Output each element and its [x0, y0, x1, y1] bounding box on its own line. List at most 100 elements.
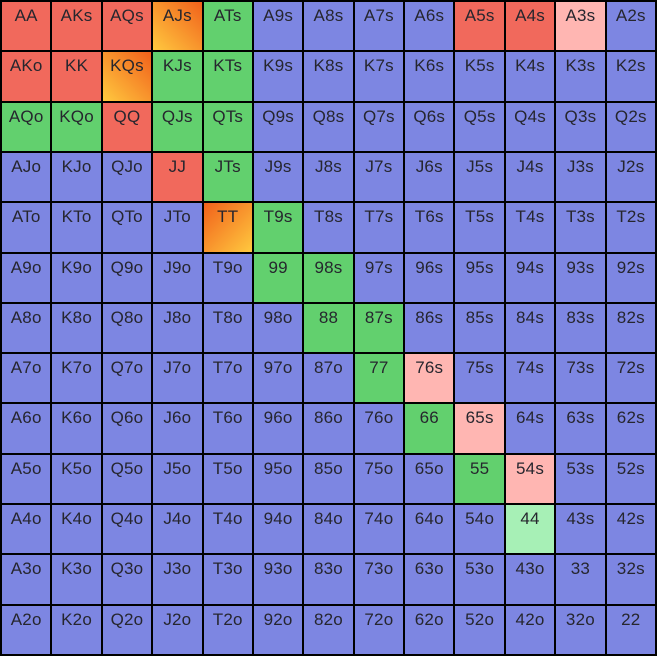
hand-cell-42s[interactable]: 42s — [606, 505, 655, 554]
hand-cell-T9o[interactable]: T9o — [203, 253, 252, 302]
hand-cell-Q5s[interactable]: Q5s — [455, 102, 504, 151]
hand-cell-66[interactable]: 66 — [405, 404, 454, 453]
hand-cell-77[interactable]: 77 — [354, 354, 404, 403]
hand-cell-QTo[interactable]: QTo — [102, 203, 152, 252]
hand-cell-Q3o[interactable]: Q3o — [102, 555, 152, 604]
hand-cell-K8o[interactable]: K8o — [52, 303, 101, 353]
hand-cell-T4s[interactable]: T4s — [505, 203, 555, 252]
hand-cell-T3s[interactable]: T3s — [556, 203, 605, 252]
hand-cell-Q7o[interactable]: Q7o — [102, 354, 152, 403]
hand-cell-92o[interactable]: 92o — [253, 605, 303, 654]
hand-cell-99[interactable]: 99 — [253, 253, 303, 302]
hand-cell-T8o[interactable]: T8o — [203, 303, 252, 353]
hand-cell-Q4s[interactable]: Q4s — [505, 102, 555, 151]
hand-cell-A7s[interactable]: A7s — [354, 2, 404, 51]
hand-cell-TT[interactable]: TT — [203, 203, 252, 252]
hand-cell-T4o[interactable]: T4o — [203, 505, 252, 554]
hand-cell-J3o[interactable]: J3o — [153, 555, 202, 604]
hand-cell-K9o[interactable]: K9o — [52, 253, 101, 302]
hand-cell-96o[interactable]: 96o — [253, 404, 303, 453]
hand-cell-76o[interactable]: 76o — [354, 404, 404, 453]
hand-cell-A3s[interactable]: A3s — [556, 2, 605, 51]
hand-cell-K6o[interactable]: K6o — [52, 404, 101, 453]
hand-cell-A6s[interactable]: A6s — [405, 2, 454, 51]
hand-cell-83o[interactable]: 83o — [304, 555, 353, 604]
hand-cell-84o[interactable]: 84o — [304, 505, 353, 554]
hand-cell-Q6s[interactable]: Q6s — [405, 102, 454, 151]
hand-cell-T2s[interactable]: T2s — [606, 203, 655, 252]
hand-cell-J6o[interactable]: J6o — [153, 404, 202, 453]
hand-cell-94s[interactable]: 94s — [505, 253, 555, 302]
hand-cell-KK[interactable]: KK — [52, 52, 101, 101]
hand-cell-K8s[interactable]: K8s — [304, 52, 353, 101]
hand-cell-K2s[interactable]: K2s — [606, 52, 655, 101]
hand-cell-A2o[interactable]: A2o — [2, 605, 51, 654]
hand-cell-63o[interactable]: 63o — [405, 555, 454, 604]
hand-cell-AKs[interactable]: AKs — [52, 2, 101, 51]
hand-cell-AJo[interactable]: AJo — [2, 152, 51, 202]
hand-cell-A4s[interactable]: A4s — [505, 2, 555, 51]
hand-cell-K7o[interactable]: K7o — [52, 354, 101, 403]
hand-cell-T6o[interactable]: T6o — [203, 404, 252, 453]
hand-cell-QJo[interactable]: QJo — [102, 152, 152, 202]
hand-cell-J6s[interactable]: J6s — [405, 152, 454, 202]
hand-cell-75o[interactable]: 75o — [354, 454, 404, 504]
hand-cell-A4o[interactable]: A4o — [2, 505, 51, 554]
hand-cell-53o[interactable]: 53o — [455, 555, 504, 604]
hand-cell-Q4o[interactable]: Q4o — [102, 505, 152, 554]
hand-cell-K4o[interactable]: K4o — [52, 505, 101, 554]
hand-cell-52o[interactable]: 52o — [455, 605, 504, 654]
hand-cell-T3o[interactable]: T3o — [203, 555, 252, 604]
hand-cell-96s[interactable]: 96s — [405, 253, 454, 302]
hand-cell-72o[interactable]: 72o — [354, 605, 404, 654]
hand-cell-A9o[interactable]: A9o — [2, 253, 51, 302]
hand-cell-JTo[interactable]: JTo — [153, 203, 202, 252]
hand-cell-43s[interactable]: 43s — [556, 505, 605, 554]
hand-cell-T2o[interactable]: T2o — [203, 605, 252, 654]
hand-cell-JJ[interactable]: JJ — [153, 152, 202, 202]
hand-cell-KQo[interactable]: KQo — [52, 102, 101, 151]
hand-cell-K3s[interactable]: K3s — [556, 52, 605, 101]
hand-cell-93s[interactable]: 93s — [556, 253, 605, 302]
hand-cell-43o[interactable]: 43o — [505, 555, 555, 604]
hand-cell-ATo[interactable]: ATo — [2, 203, 51, 252]
hand-cell-J7s[interactable]: J7s — [354, 152, 404, 202]
hand-cell-Q9o[interactable]: Q9o — [102, 253, 152, 302]
hand-cell-AJs[interactable]: AJs — [153, 2, 202, 51]
hand-cell-KTs[interactable]: KTs — [203, 52, 252, 101]
hand-cell-AQs[interactable]: AQs — [102, 2, 152, 51]
hand-cell-J5s[interactable]: J5s — [455, 152, 504, 202]
hand-cell-T5s[interactable]: T5s — [455, 203, 504, 252]
hand-cell-Q3s[interactable]: Q3s — [556, 102, 605, 151]
hand-cell-73o[interactable]: 73o — [354, 555, 404, 604]
hand-cell-64o[interactable]: 64o — [405, 505, 454, 554]
hand-cell-A5s[interactable]: A5s — [455, 2, 504, 51]
hand-cell-J2s[interactable]: J2s — [606, 152, 655, 202]
hand-cell-KJs[interactable]: KJs — [153, 52, 202, 101]
hand-cell-A7o[interactable]: A7o — [2, 354, 51, 403]
hand-cell-K3o[interactable]: K3o — [52, 555, 101, 604]
hand-cell-Q6o[interactable]: Q6o — [102, 404, 152, 453]
hand-cell-98o[interactable]: 98o — [253, 303, 303, 353]
hand-cell-54s[interactable]: 54s — [505, 454, 555, 504]
hand-cell-72s[interactable]: 72s — [606, 354, 655, 403]
hand-cell-75s[interactable]: 75s — [455, 354, 504, 403]
hand-cell-J8o[interactable]: J8o — [153, 303, 202, 353]
hand-cell-J9o[interactable]: J9o — [153, 253, 202, 302]
hand-cell-32o[interactable]: 32o — [556, 605, 605, 654]
hand-cell-JTs[interactable]: JTs — [203, 152, 252, 202]
hand-cell-Q9s[interactable]: Q9s — [253, 102, 303, 151]
hand-cell-33[interactable]: 33 — [556, 555, 605, 604]
hand-cell-A2s[interactable]: A2s — [606, 2, 655, 51]
hand-cell-J4o[interactable]: J4o — [153, 505, 202, 554]
hand-cell-62s[interactable]: 62s — [606, 404, 655, 453]
hand-cell-K4s[interactable]: K4s — [505, 52, 555, 101]
hand-cell-Q5o[interactable]: Q5o — [102, 454, 152, 504]
hand-cell-A9s[interactable]: A9s — [253, 2, 303, 51]
hand-cell-Q2o[interactable]: Q2o — [102, 605, 152, 654]
hand-cell-32s[interactable]: 32s — [606, 555, 655, 604]
hand-cell-92s[interactable]: 92s — [606, 253, 655, 302]
hand-cell-84s[interactable]: 84s — [505, 303, 555, 353]
hand-cell-54o[interactable]: 54o — [455, 505, 504, 554]
hand-cell-65s[interactable]: 65s — [455, 404, 504, 453]
